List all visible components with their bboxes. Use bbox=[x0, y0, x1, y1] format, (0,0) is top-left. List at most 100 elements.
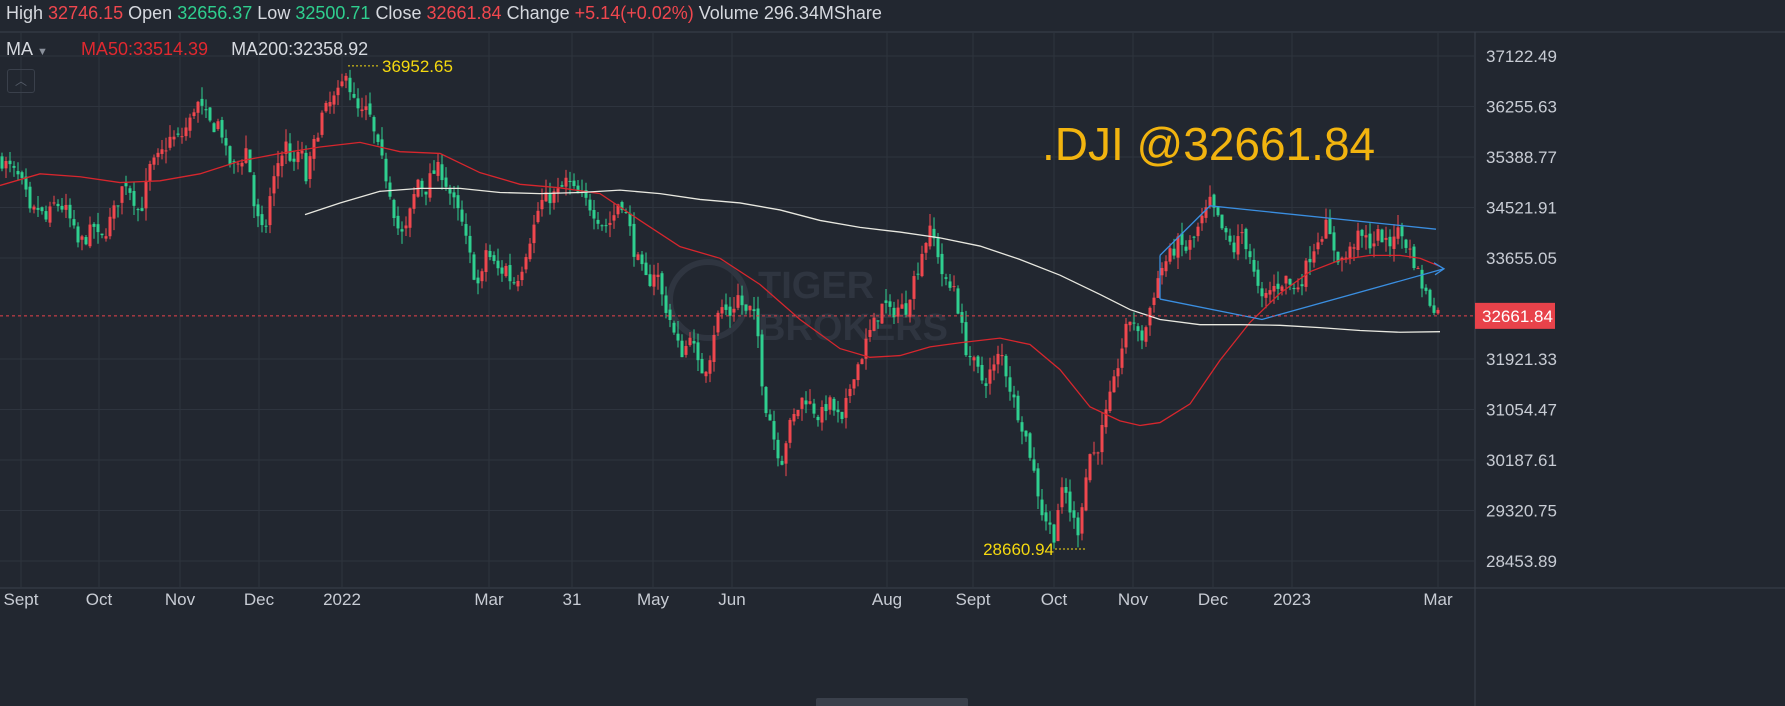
candle-body bbox=[1256, 269, 1260, 286]
close-label: Close bbox=[375, 3, 422, 23]
candle-body bbox=[952, 286, 956, 288]
candle-body bbox=[28, 186, 32, 209]
y-tick-label: 36255.63 bbox=[1486, 98, 1557, 117]
x-tick-label: 2022 bbox=[323, 590, 361, 609]
candle-body bbox=[628, 213, 632, 227]
candle-body bbox=[912, 276, 916, 299]
candle-body bbox=[232, 161, 236, 163]
candle-body bbox=[752, 309, 756, 312]
candle-body bbox=[764, 387, 768, 414]
candle-body bbox=[1128, 321, 1132, 326]
candle-body bbox=[428, 173, 432, 198]
candle-body bbox=[352, 93, 356, 98]
candle-body bbox=[356, 98, 360, 109]
ohlc-header: High 32746.15 Open 32656.37 Low 32500.71… bbox=[6, 3, 882, 24]
candle-body bbox=[808, 401, 812, 404]
collapse-button[interactable]: ︿ bbox=[7, 69, 35, 93]
candle-body bbox=[1048, 522, 1052, 525]
candle-body bbox=[408, 208, 412, 228]
open-value: 32656.37 bbox=[177, 3, 253, 23]
candle-body bbox=[836, 409, 840, 413]
candle-body bbox=[1416, 268, 1420, 270]
candle-body bbox=[1244, 228, 1248, 250]
candle-body bbox=[188, 117, 192, 131]
trendline-arrow-icon bbox=[1433, 262, 1446, 276]
candle-body bbox=[472, 254, 476, 280]
candle-body bbox=[196, 101, 200, 113]
candle-body bbox=[0, 156, 4, 169]
candle-body bbox=[564, 177, 568, 187]
candle-body bbox=[88, 224, 92, 247]
indicator-selector-label: MA bbox=[6, 39, 33, 59]
candle-body bbox=[1404, 239, 1408, 248]
candle-body bbox=[392, 199, 396, 219]
resize-handle[interactable] bbox=[816, 698, 968, 706]
candle-body bbox=[364, 106, 368, 111]
candle-body bbox=[1040, 499, 1044, 516]
candle-body bbox=[1020, 422, 1024, 432]
indicator-selector[interactable]: MA ▼ bbox=[6, 39, 48, 59]
candle-body bbox=[1188, 240, 1192, 250]
candle-body bbox=[652, 274, 656, 287]
candle-body bbox=[72, 219, 76, 226]
candle-body bbox=[528, 243, 532, 260]
x-tick-label: Mar bbox=[474, 590, 504, 609]
candle-body bbox=[1336, 251, 1340, 263]
candle-body bbox=[1408, 248, 1412, 250]
candle-body bbox=[1228, 235, 1232, 242]
candle-body bbox=[216, 121, 220, 130]
candle-body bbox=[500, 267, 504, 274]
y-tick-label: 30187.61 bbox=[1486, 451, 1557, 470]
candle-body bbox=[1308, 258, 1312, 263]
candle-body bbox=[1140, 330, 1144, 341]
ma200-legend[interactable]: MA200:32358.92 bbox=[231, 39, 369, 59]
candle-body bbox=[372, 117, 376, 132]
candle-body bbox=[1240, 232, 1244, 234]
candle-body bbox=[760, 334, 764, 387]
candle-body bbox=[280, 155, 284, 167]
candle-body bbox=[200, 98, 204, 106]
candle-body bbox=[716, 312, 720, 333]
candle-body bbox=[768, 414, 772, 421]
high-label: High bbox=[6, 3, 44, 23]
candle-body bbox=[1156, 278, 1160, 298]
candle-body bbox=[924, 243, 928, 253]
candle-body bbox=[604, 225, 608, 227]
candle-body bbox=[568, 180, 572, 182]
ma50-legend[interactable]: MA50:33514.39 bbox=[80, 39, 209, 59]
candle-body bbox=[908, 299, 912, 317]
candle-body bbox=[876, 320, 880, 322]
candle-body bbox=[412, 194, 416, 209]
candle-body bbox=[228, 146, 232, 165]
candle-body bbox=[1368, 233, 1372, 249]
candle-body bbox=[824, 404, 828, 412]
candle-body bbox=[880, 303, 884, 324]
candle-body bbox=[1340, 257, 1344, 261]
candle-body bbox=[1072, 510, 1076, 518]
candle-body bbox=[1312, 251, 1316, 263]
candle-body bbox=[444, 177, 448, 187]
candle-body bbox=[156, 152, 160, 158]
trendline-lower bbox=[1159, 268, 1445, 321]
candle-body bbox=[32, 206, 36, 210]
candle-body bbox=[1196, 226, 1200, 237]
candle-body bbox=[940, 253, 944, 275]
candle-body bbox=[44, 211, 48, 220]
candle-body bbox=[1100, 425, 1104, 453]
trendline-upper bbox=[1159, 205, 1437, 256]
open-label: Open bbox=[128, 3, 173, 23]
candle-body bbox=[1152, 297, 1156, 305]
candle-body bbox=[968, 356, 972, 358]
candle-body bbox=[884, 300, 888, 303]
low-value: 32500.71 bbox=[295, 3, 371, 23]
candle-body bbox=[296, 151, 300, 163]
candle-body bbox=[840, 411, 844, 419]
candle-body bbox=[1104, 409, 1108, 428]
candle-body bbox=[468, 235, 472, 253]
candle-body bbox=[556, 188, 560, 194]
candle-body bbox=[1080, 507, 1084, 534]
candle-body bbox=[144, 180, 148, 209]
candle-body bbox=[772, 421, 776, 440]
x-tick-label: 31 bbox=[563, 590, 582, 609]
